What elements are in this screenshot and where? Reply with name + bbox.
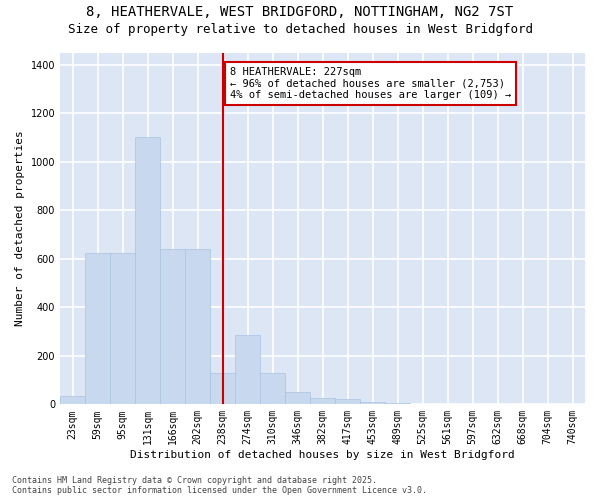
Text: Size of property relative to detached houses in West Bridgford: Size of property relative to detached ho… [67, 22, 533, 36]
Text: 8, HEATHERVALE, WEST BRIDGFORD, NOTTINGHAM, NG2 7ST: 8, HEATHERVALE, WEST BRIDGFORD, NOTTINGH… [86, 5, 514, 19]
Bar [335, 400, 360, 404]
Bar [235, 335, 260, 404]
Bar [360, 402, 385, 404]
Bar [185, 249, 210, 404]
Bar [85, 252, 110, 404]
Bar [285, 392, 310, 404]
Bar [260, 373, 285, 404]
Text: 8 HEATHERVALE: 227sqm
← 96% of detached houses are smaller (2,753)
4% of semi-de: 8 HEATHERVALE: 227sqm ← 96% of detached … [230, 67, 511, 100]
Bar [310, 398, 335, 404]
X-axis label: Distribution of detached houses by size in West Bridgford: Distribution of detached houses by size … [130, 450, 515, 460]
Bar [110, 252, 135, 404]
Bar [60, 396, 85, 404]
Bar [385, 403, 410, 404]
Text: Contains HM Land Registry data © Crown copyright and database right 2025.
Contai: Contains HM Land Registry data © Crown c… [12, 476, 427, 495]
Bar [160, 249, 185, 404]
Y-axis label: Number of detached properties: Number of detached properties [15, 130, 25, 326]
Bar [135, 138, 160, 404]
Bar [210, 373, 235, 404]
